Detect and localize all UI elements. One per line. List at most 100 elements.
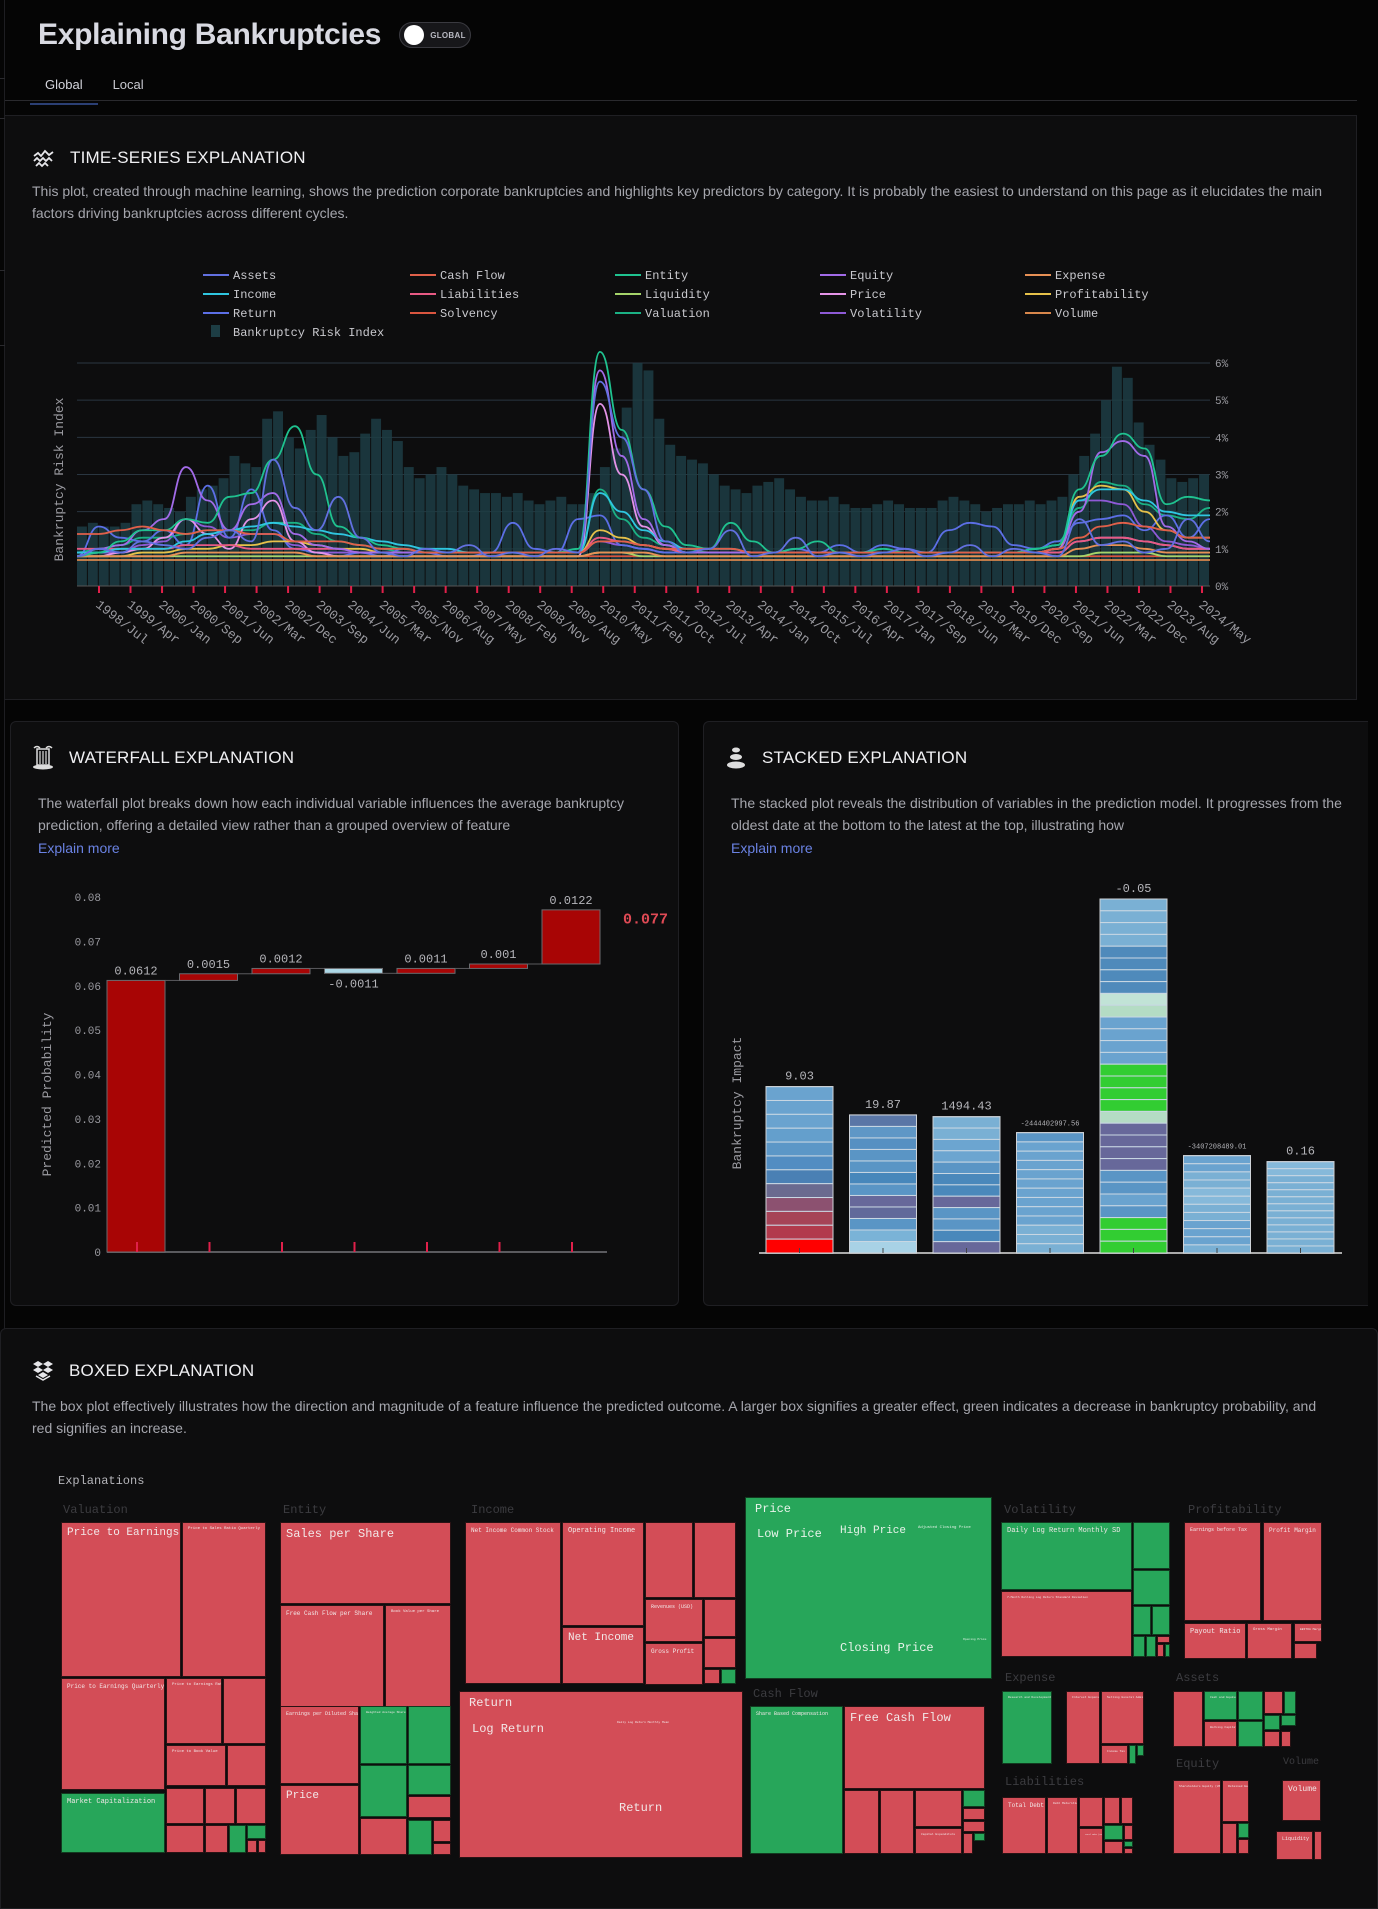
tab-local[interactable]: Local — [112, 77, 144, 92]
treemap-cell[interactable] — [1264, 1731, 1280, 1747]
treemap-cell[interactable]: Debt Maturities — [1047, 1797, 1078, 1854]
treemap-cell[interactable] — [1124, 1841, 1133, 1847]
treemap-cell[interactable] — [433, 1820, 451, 1842]
treemap-cell[interactable] — [1124, 1848, 1133, 1854]
treemap-cell[interactable] — [1146, 1636, 1156, 1657]
treemap-cell[interactable] — [1238, 1823, 1249, 1838]
treemap-cell[interactable] — [1281, 1731, 1291, 1747]
tab-global[interactable]: Global — [30, 70, 98, 105]
treemap-cell[interactable]: Capital Expenditure — [915, 1828, 962, 1854]
treemap-cell[interactable]: Selling General Admin Expense — [1101, 1691, 1144, 1744]
treemap-cell[interactable] — [915, 1790, 962, 1827]
treemap-cell[interactable] — [1104, 1841, 1123, 1854]
treemap-cell[interactable] — [247, 1825, 266, 1839]
treemap-cell[interactable] — [1133, 1522, 1170, 1569]
treemap-cell[interactable]: Retained Earnings — [1222, 1780, 1249, 1822]
treemap-cell[interactable]: Research and Development Expense — [1002, 1691, 1052, 1764]
treemap-cell[interactable]: Volume — [1282, 1780, 1321, 1821]
treemap-cell[interactable]: Net Income Common Stock — [465, 1522, 561, 1684]
treemap-cell[interactable] — [880, 1790, 914, 1854]
timeseries-chart[interactable]: Assets Cash Flow Entity Equity Expense Income… — [5, 256, 1357, 696]
treemap-cell[interactable] — [1284, 1691, 1296, 1714]
treemap-cell[interactable] — [1157, 1636, 1170, 1643]
treemap-cell[interactable] — [408, 1706, 451, 1764]
treemap-cell[interactable]: Price to Book Value — [166, 1745, 226, 1786]
treemap-cell[interactable]: Price to Earnings Ratio — [166, 1678, 222, 1744]
treemap-cell[interactable] — [963, 1808, 985, 1820]
treemap-cell[interactable] — [721, 1669, 736, 1684]
treemap-cell[interactable]: Price to Earnings Quarterly — [61, 1678, 165, 1790]
treemap-cell[interactable] — [1173, 1691, 1203, 1747]
treemap-cell[interactable] — [1264, 1715, 1280, 1730]
treemap-cell[interactable] — [247, 1840, 257, 1853]
treemap-cell[interactable]: Working Capital — [1204, 1721, 1237, 1747]
treemap-cell[interactable] — [236, 1788, 266, 1824]
treemap-cell[interactable] — [408, 1796, 451, 1818]
treemap-cell[interactable] — [704, 1638, 736, 1668]
treemap-cell[interactable] — [1133, 1606, 1151, 1635]
treemap-cell[interactable]: Net Income — [562, 1627, 644, 1684]
treemap-cell[interactable]: Gross Profit — [645, 1643, 703, 1685]
treemap-cell[interactable]: Revenues (USD) — [645, 1599, 703, 1642]
treemap-cell[interactable] — [223, 1678, 266, 1744]
treemap-cell[interactable]: Liquidity — [1276, 1831, 1313, 1860]
treemap-cell[interactable] — [1133, 1636, 1145, 1657]
treemap-cell[interactable] — [694, 1522, 736, 1598]
treemap-cell[interactable] — [205, 1825, 228, 1853]
treemap-cell[interactable]: Sales per Share — [280, 1522, 451, 1604]
treemap-cell[interactable]: Payout Ratio — [1184, 1623, 1246, 1659]
treemap-cell[interactable] — [645, 1522, 693, 1598]
treemap-cell[interactable] — [974, 1833, 985, 1841]
treemap-cell[interactable] — [745, 1497, 992, 1679]
treemap-cell[interactable] — [844, 1790, 879, 1854]
treemap-cell[interactable] — [433, 1843, 451, 1855]
treemap-cell[interactable]: Gross Margin — [1247, 1623, 1292, 1659]
treemap-cell[interactable]: Profit Margin — [1263, 1522, 1322, 1621]
treemap-cell[interactable]: Price — [280, 1785, 359, 1855]
treemap-cell[interactable] — [963, 1833, 973, 1854]
treemap-cell[interactable] — [704, 1599, 736, 1637]
treemap-cell[interactable] — [1129, 1745, 1136, 1764]
treemap-cell[interactable] — [360, 1765, 407, 1817]
treemap-cell[interactable]: Income Tax Expense — [1101, 1745, 1128, 1764]
treemap-cell[interactable] — [166, 1788, 204, 1824]
treemap-cell[interactable] — [1238, 1721, 1263, 1747]
treemap-cell[interactable] — [963, 1821, 985, 1832]
treemap-cell[interactable]: Earnings before Tax — [1184, 1522, 1261, 1621]
treemap-cell[interactable]: Cash and Equivalents — [1204, 1691, 1237, 1720]
treemap-cell[interactable] — [1222, 1823, 1237, 1854]
waterfall-explain-more-link[interactable]: Explain more — [38, 840, 120, 856]
stacked-explain-more-link[interactable]: Explain more — [731, 840, 813, 856]
global-toggle[interactable]: GLOBAL — [399, 22, 472, 48]
waterfall-chart[interactable]: 0 0.01 0.02 0.03 0.04 0.05 0.06 0.07 0.08 Predict… — [11, 867, 680, 1297]
treemap-cell[interactable] — [1165, 1644, 1170, 1657]
treemap-cell[interactable] — [229, 1825, 246, 1853]
treemap-cell[interactable]: Interest Expense — [1066, 1691, 1100, 1764]
treemap-cell[interactable] — [408, 1765, 451, 1795]
treemap-cell[interactable]: Operating Income — [562, 1522, 644, 1626]
toggle-knob[interactable] — [404, 25, 425, 45]
treemap-cell[interactable] — [1238, 1691, 1263, 1720]
treemap-cell[interactable]: Book Value per Share — [385, 1605, 451, 1707]
treemap-cell[interactable] — [258, 1840, 266, 1853]
treemap-cell[interactable]: Total Debt — [1002, 1797, 1046, 1854]
treemap-cell[interactable] — [1124, 1825, 1133, 1840]
treemap-cell[interactable] — [360, 1818, 407, 1855]
treemap-cell[interactable] — [1152, 1606, 1170, 1635]
treemap-cell[interactable]: Market Capitalization — [61, 1793, 165, 1853]
treemap-cell[interactable]: Total Debt (USD) — [1079, 1828, 1103, 1854]
treemap-cell[interactable] — [1133, 1570, 1170, 1605]
treemap-cell[interactable]: 7-Month Rolling Log Return Standard Devi… — [1001, 1591, 1132, 1657]
treemap-cell[interactable] — [704, 1669, 720, 1684]
treemap-cell[interactable] — [166, 1825, 204, 1853]
treemap-cell[interactable]: Earnings per Diluted Share — [280, 1706, 359, 1784]
treemap-cell[interactable] — [1294, 1643, 1317, 1659]
treemap-cell[interactable] — [1121, 1797, 1133, 1824]
treemap-cell[interactable]: Share Based Compensation — [750, 1706, 843, 1854]
treemap-cell[interactable] — [1281, 1715, 1296, 1726]
treemap-cell[interactable]: Daily Log Return Monthly SD — [1001, 1522, 1132, 1590]
treemap-cell[interactable] — [205, 1788, 235, 1824]
treemap-cell[interactable]: EBITDA Margin — [1294, 1623, 1322, 1642]
treemap-cell[interactable]: Weighted Average Shares — [360, 1706, 407, 1764]
treemap-cell[interactable] — [1137, 1745, 1144, 1756]
